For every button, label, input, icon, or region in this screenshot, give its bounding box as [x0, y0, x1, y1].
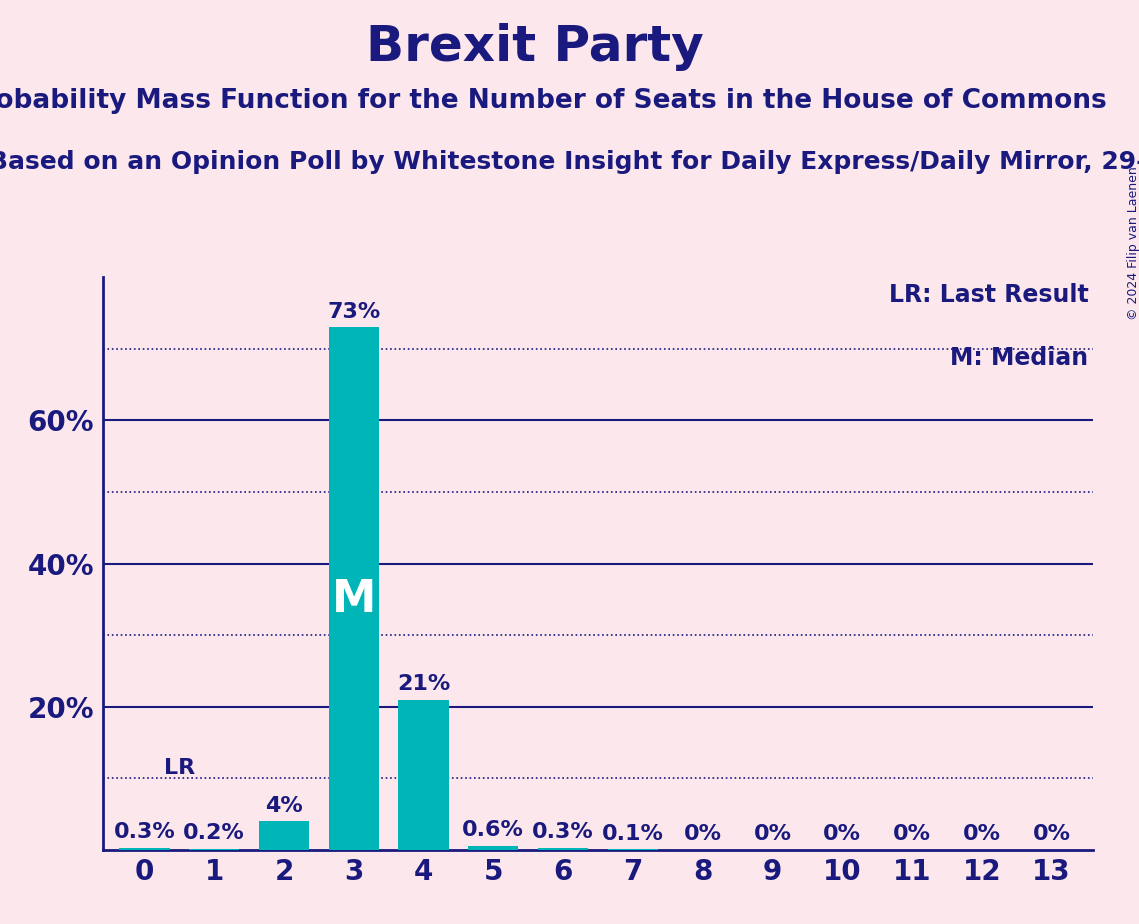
Text: 4%: 4% — [265, 796, 303, 816]
Text: LR: Last Result: LR: Last Result — [888, 283, 1089, 307]
Bar — [329, 327, 379, 850]
Bar — [468, 845, 518, 850]
Text: 73%: 73% — [327, 301, 380, 322]
Bar — [120, 848, 170, 850]
Bar — [259, 821, 309, 850]
Text: M: Median: M: Median — [950, 346, 1089, 370]
Text: 0.3%: 0.3% — [532, 822, 593, 842]
Text: 0%: 0% — [823, 824, 861, 845]
Text: 0.1%: 0.1% — [601, 823, 664, 844]
Text: Based on an Opinion Poll by Whitestone Insight for Daily Express/Daily Mirror, 2: Based on an Opinion Poll by Whitestone I… — [0, 150, 1139, 174]
Bar — [538, 848, 588, 850]
Text: 0.6%: 0.6% — [462, 821, 524, 840]
Text: Brexit Party: Brexit Party — [367, 23, 704, 71]
Text: M: M — [331, 578, 376, 621]
Text: LR: LR — [164, 758, 195, 778]
Bar — [399, 699, 449, 850]
Bar — [189, 848, 239, 850]
Text: 0.2%: 0.2% — [183, 823, 245, 843]
Text: 0%: 0% — [893, 824, 931, 845]
Text: 0%: 0% — [683, 824, 722, 845]
Text: 0%: 0% — [962, 824, 1001, 845]
Text: Probability Mass Function for the Number of Seats in the House of Commons: Probability Mass Function for the Number… — [0, 88, 1107, 114]
Text: 0%: 0% — [1033, 824, 1071, 845]
Text: 0.3%: 0.3% — [114, 822, 175, 842]
Text: 0%: 0% — [753, 824, 792, 845]
Text: © 2024 Filip van Laenen: © 2024 Filip van Laenen — [1126, 166, 1139, 320]
Text: 21%: 21% — [396, 674, 450, 694]
